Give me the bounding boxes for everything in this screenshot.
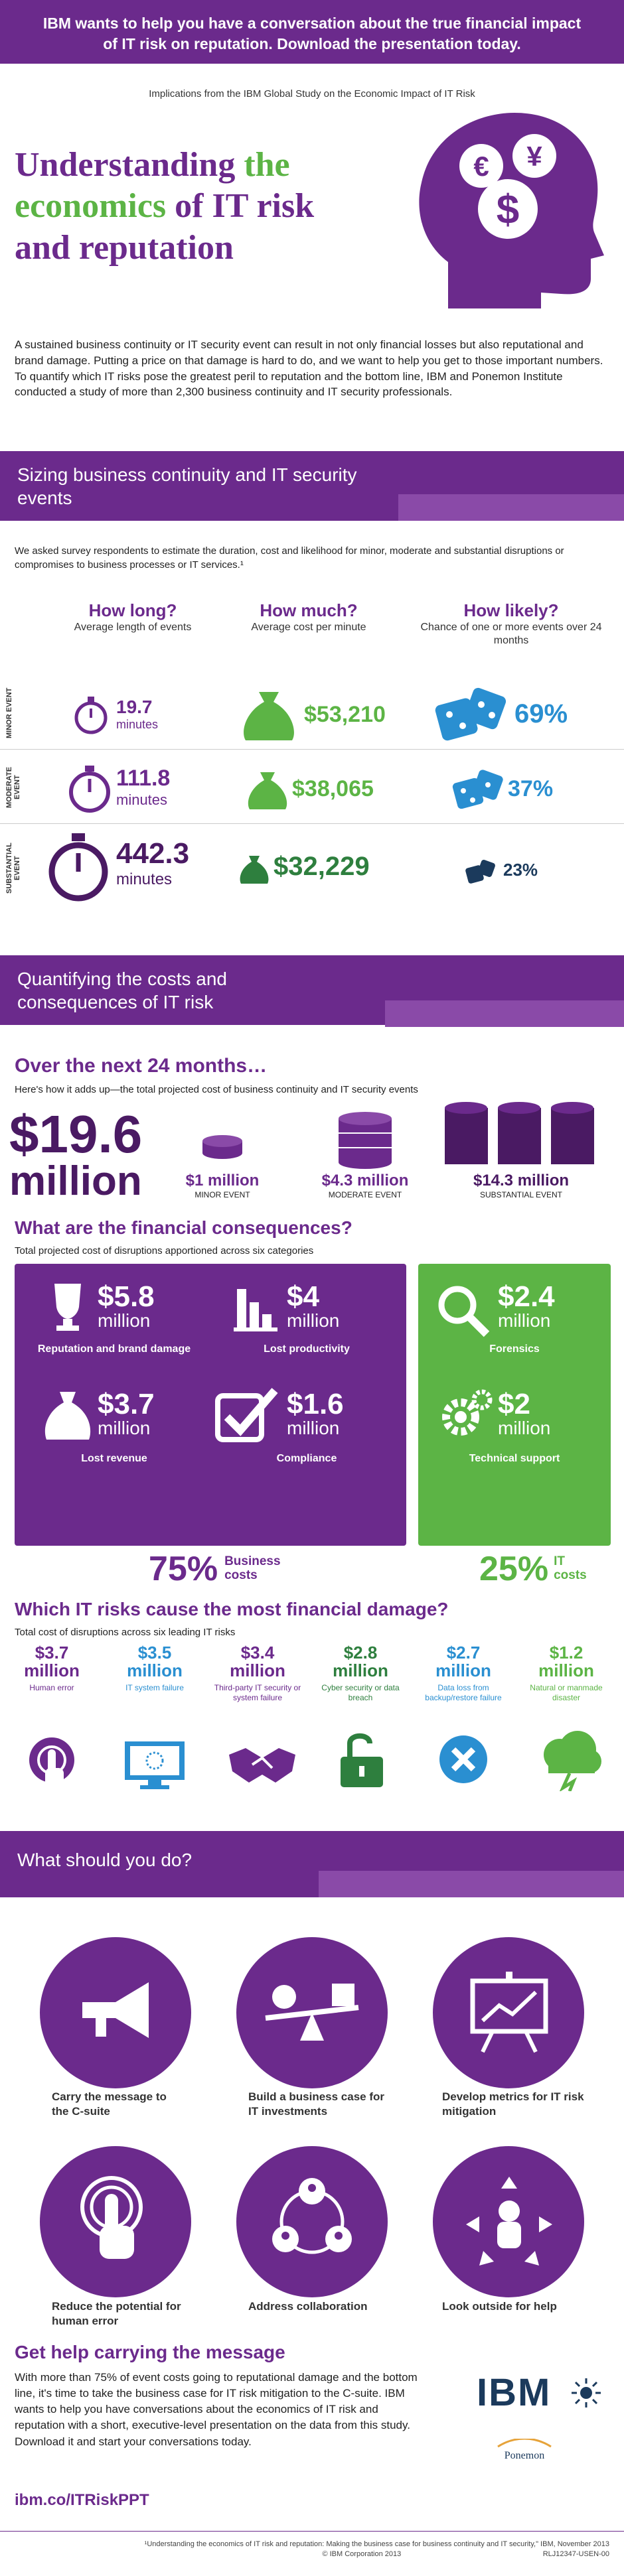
head-money-icon: € ¥ $ [419,113,604,308]
step-6-label: Look outside for help [442,2300,557,2313]
dice-icon [452,770,503,809]
intro-text: A sustained business continuity or IT se… [15,338,603,399]
error-x-icon [439,1735,487,1783]
heading-band [398,494,624,521]
risks-heading: Which IT risks cause the most financial … [15,1599,449,1619]
money-bag-icon [248,772,287,809]
it-costs-box: $2.4 million Forensics $2 million Technica… [418,1264,611,1546]
gears-icon [442,1389,493,1436]
risk-disaster: $1.2 million Natural or manmade disaster [530,1643,603,1702]
step-3-circle: 3 [433,1937,584,2088]
step-3-label: Develop metrics for IT risk mitigation [442,2090,584,2118]
dice-icon [435,687,507,741]
business-pct: 75% Business costs [139,1546,294,1592]
svg-text:$: $ [497,187,519,233]
unlocked-padlock-icon [341,1733,383,1787]
risks-desc: Total cost of disruptions across six lea… [15,1627,236,1638]
coin-stack-icon [202,1135,242,1159]
magnifier-icon [438,1286,490,1337]
financial-consequences-desc: Total projected cost of disruptions appo… [15,1245,314,1256]
handshake-icon [229,1748,295,1783]
trophy-icon [54,1284,81,1331]
step-5-label: Address collaboration [248,2300,368,2313]
monitor-icon [125,1741,185,1789]
help-heading: Get help carrying the message [15,2342,285,2362]
pointer-finger-icon [80,2176,143,2259]
svg-text:€: € [473,151,489,182]
svg-text:¥: ¥ [526,141,542,172]
collaboration-network-icon [272,2178,352,2254]
download-link[interactable]: ibm.co/ITRiskPPT [15,2491,149,2509]
minor-total: $1 million MINOR EVENT [185,1172,260,1199]
dice-icon [465,860,495,884]
risk-third-party: $3.4 million Third-party IT security or sy… [214,1643,301,1702]
money-bag-icon [244,692,294,740]
business-costs-box: $5.8 million Reputation and brand damage … [15,1264,406,1546]
financial-consequences-heading: What are the financial consequences? [15,1217,352,1238]
section-heading-quantifying: Quantifying the costs and consequences o… [0,955,624,1025]
sizing-desc: We asked survey respondents to estimate … [15,545,564,571]
footer: ¹Understanding the economics of IT risk … [144,2540,609,2559]
smarter-planet-icon [572,2378,601,2407]
table-row: MODERATE EVENT 111.8 minutes $38,065 37% [0,751,624,824]
risk-data-loss: $2.7 million Data loss from backup/restore… [425,1643,502,1702]
stopwatch-icon [69,766,110,813]
money-bag-icon [240,856,269,884]
substantial-total: $14.3 million SUBSTANTIAL EVENT [473,1172,570,1199]
col-how-much: How much? Average cost per minute [251,600,366,633]
heading-band [385,1000,624,1027]
adds-up-desc: Here's how it adds up—the total projecte… [15,1084,418,1095]
step-6-circle: 6 [433,2146,584,2297]
total-cost: $19.6 million [9,1105,143,1204]
stopwatch-icon [74,697,108,734]
seesaw-scale-icon [265,1984,359,2041]
help-body: With more than 75% of event costs going … [15,2371,418,2448]
money-bag-icon [44,1392,91,1440]
it-pct: 25% IT costs [471,1546,595,1592]
heading-band [319,1871,624,1897]
col-how-likely: How likely? Chance of one or more events … [420,600,602,646]
storm-cloud-icon [544,1731,601,1791]
stopwatch-icon [48,833,108,902]
step-4-label: Reduce the potential for human error [52,2300,181,2328]
risk-system-failure: $3.5 million IT system failure [125,1643,184,1692]
banner-text: IBM wants to help you have a conversatio… [42,15,582,53]
outward-arrows-icon [466,2177,552,2266]
divider [0,2531,624,2532]
section-heading-sizing: Sizing business continuity and IT securi… [0,451,624,521]
ponemon-logo: Ponemon [495,2437,554,2462]
page-title: Understanding the economics of IT risk a… [15,146,315,267]
table-row: SUBSTANTIAL EVENT 442.3 minutes $32,229 2… [0,825,624,912]
step-2-circle: 2 [236,1937,388,2088]
presentation-chart-icon [470,1972,548,2053]
subtitle: Implications from the IBM Global Study o… [149,88,475,100]
top-banner[interactable]: IBM wants to help you have a conversatio… [0,0,624,64]
megaphone-icon [82,1982,149,2038]
pointer-finger-icon [29,1737,74,1787]
step-5-circle: 5 [236,2146,388,2297]
table-row: MINOR EVENT 19.7 minutes $53,210 69% [0,677,624,750]
risk-human-error: $3.7 million Human error [24,1643,80,1692]
moderate-total: $4.3 million MODERATE EVENT [321,1172,409,1199]
coin-stack-icon [339,1112,392,1169]
ibm-logo: IBM [477,2371,552,2414]
over-24-months: Over the next 24 months… [15,1055,268,1077]
coin-stacks-icon [445,1102,594,1164]
checkmark-icon [215,1388,278,1442]
step-4-circle: 4 [40,2146,191,2297]
step-1-circle: 1 [40,1937,191,2088]
risk-cyber: $2.8 million Cyber security or data breach [321,1643,400,1702]
step-2-label: Build a business case for IT investments [248,2090,385,2118]
col-how-long: How long? Average length of events [74,600,192,633]
step-1-label: Carry the message to the C-suite [52,2090,167,2118]
bar-chart-icon [234,1289,277,1331]
